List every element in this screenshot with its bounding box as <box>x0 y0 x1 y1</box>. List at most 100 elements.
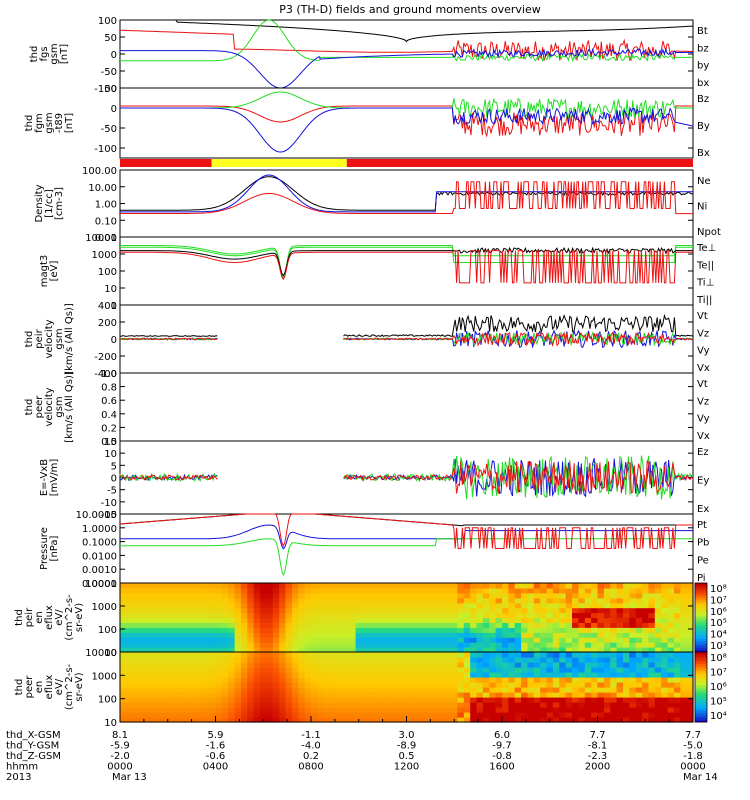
ele_spec-cell <box>336 667 344 673</box>
vi-legend-3: Vx <box>697 363 710 374</box>
ele_spec-cell <box>298 697 306 703</box>
ion_spec-cell <box>132 612 140 619</box>
ion_spec-cell <box>610 637 618 643</box>
ele_spec-cell <box>120 652 127 658</box>
ion_spec-cell <box>260 597 268 604</box>
ion_spec-cell <box>597 607 605 614</box>
ele_spec-cell <box>470 667 478 673</box>
ele_spec-cell <box>285 652 293 658</box>
ele_spec-cell <box>368 702 376 708</box>
ion_spec-cell <box>597 587 605 594</box>
ele_spec-cell <box>291 702 299 708</box>
ele_spec-cell <box>164 692 172 698</box>
ele_spec-cell <box>470 712 478 718</box>
ion_spec-cell <box>393 612 401 619</box>
ion_spec-colorbar-cell <box>695 615 707 618</box>
ele_spec-cell <box>578 672 586 678</box>
ele_spec-cell <box>361 652 369 658</box>
ion_spec-cell <box>151 592 159 599</box>
ion_spec-cell <box>578 607 586 614</box>
ion_spec-cell <box>317 597 325 604</box>
ele_spec-cell <box>349 712 357 718</box>
ion_spec-cell <box>680 642 688 648</box>
ele_spec-cell <box>209 662 217 668</box>
ele_spec-cell <box>285 672 293 678</box>
ele_spec-cell <box>667 692 675 698</box>
ele_spec-cell <box>673 662 681 668</box>
ele_spec-cell <box>164 682 172 688</box>
ele_spec-cell <box>260 652 268 658</box>
ele_spec-cell <box>584 707 592 713</box>
ele_spec-cell <box>298 717 306 723</box>
ele_spec-cell <box>565 672 573 678</box>
ele_spec-cell <box>610 692 618 698</box>
ion_spec-cell <box>221 602 229 609</box>
ele_spec-cell <box>158 717 166 723</box>
ion_spec-cell <box>514 583 522 589</box>
ele_spec-cell <box>170 662 178 668</box>
ele_spec-cell <box>349 677 357 683</box>
ele_spec-cell <box>202 652 210 658</box>
ion_spec-cell <box>572 587 579 594</box>
pressure-series-Pt <box>119 513 693 527</box>
ele_spec-cell <box>330 707 338 713</box>
ele_spec-cell <box>260 682 268 688</box>
ele_spec-colorbar-cell <box>695 701 707 704</box>
ele_spec-cell <box>361 677 369 683</box>
ele_spec-cell <box>158 697 166 703</box>
ion_spec-cell <box>680 647 688 653</box>
ion_spec-cell <box>610 632 618 638</box>
ion_spec-cell <box>476 637 484 643</box>
ele_spec-cell <box>546 697 554 703</box>
ele_spec-cell <box>132 692 140 698</box>
ele_spec-cell <box>183 717 191 723</box>
ion_spec-cell <box>521 642 529 648</box>
ele_spec-cell <box>221 677 229 683</box>
pressure-legend-3: Pi <box>697 573 706 584</box>
ele_spec-cell <box>336 687 344 693</box>
ele_spec-cell <box>361 657 369 663</box>
ion_spec-cell <box>629 632 637 638</box>
ion_spec-cell <box>463 583 471 589</box>
ion_spec-cell <box>629 617 637 623</box>
ion_spec-cell <box>629 592 637 599</box>
ele_spec-cell <box>311 687 318 693</box>
ele_spec-cell <box>285 702 293 708</box>
ele_spec-cell <box>336 702 344 708</box>
ion_spec-cell <box>234 612 242 619</box>
ele_spec-cell <box>164 702 172 708</box>
ion_spec-cell <box>272 612 280 619</box>
ion_spec-cell <box>521 597 529 604</box>
ion_spec-cell <box>552 583 560 589</box>
ele_spec-cell <box>291 672 299 678</box>
ion_spec-cell <box>412 647 420 653</box>
ion_spec-cell <box>412 642 420 648</box>
ion_spec-cell <box>221 637 229 643</box>
panel-frame-ve <box>119 372 694 442</box>
ion_spec-cell <box>247 637 255 643</box>
ion_spec-cell <box>145 597 153 604</box>
ele_spec-cell <box>514 657 522 663</box>
ion_spec-cell <box>476 597 484 604</box>
ele_spec-cell <box>221 702 229 708</box>
ele_spec-cell <box>521 687 529 693</box>
ion_spec-cell <box>266 607 274 614</box>
ion_spec-cell <box>432 627 439 633</box>
ion_spec-cell <box>502 627 509 633</box>
ele_spec-cell <box>616 667 624 673</box>
ele_spec-cell <box>412 712 420 718</box>
ion_spec-cell <box>514 587 522 594</box>
ion_spec-cell <box>247 627 255 633</box>
ion_spec-colorbar-tick: 10³ <box>710 641 727 652</box>
ele_spec-cell <box>170 717 178 723</box>
ele_spec-cell <box>610 687 618 693</box>
ele_spec-cell <box>642 652 650 658</box>
ele_spec-cell <box>234 677 242 683</box>
ele_spec-cell <box>482 717 490 723</box>
vi-legend-1: Vz <box>697 328 709 339</box>
vi-series-Vz <box>119 337 218 341</box>
ion_spec-cell <box>457 597 465 604</box>
ion_spec-cell <box>202 632 210 638</box>
ion_spec-cell <box>349 583 357 589</box>
vi-ytick-label: -200 <box>94 352 117 363</box>
